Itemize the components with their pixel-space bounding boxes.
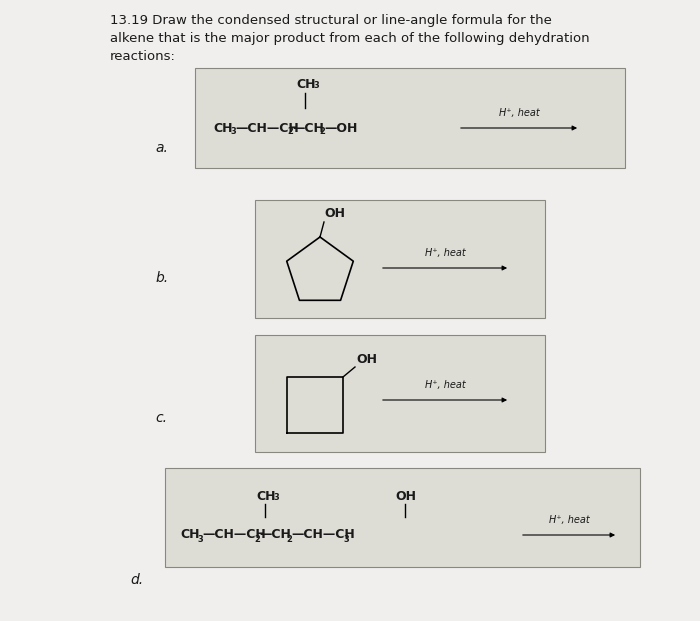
Text: 3: 3 xyxy=(230,127,236,137)
Text: 2: 2 xyxy=(286,535,292,543)
Bar xyxy=(165,468,640,567)
Text: 2: 2 xyxy=(319,127,325,137)
Text: OH: OH xyxy=(324,207,345,220)
Text: H⁺, heat: H⁺, heat xyxy=(498,108,540,118)
Text: 3: 3 xyxy=(197,535,203,543)
Text: —CH: —CH xyxy=(259,528,291,542)
Text: H⁺, heat: H⁺, heat xyxy=(425,380,466,390)
Text: CH: CH xyxy=(213,122,232,135)
Bar xyxy=(195,68,625,168)
Text: 2: 2 xyxy=(254,535,260,543)
Text: —CH—CH: —CH—CH xyxy=(235,122,299,135)
Text: 13.19 Draw the condensed structural or line-angle formula for the: 13.19 Draw the condensed structural or l… xyxy=(110,14,552,27)
Text: 3: 3 xyxy=(343,535,349,543)
Text: H⁺, heat: H⁺, heat xyxy=(549,515,589,525)
Text: OH: OH xyxy=(395,490,416,503)
Text: 3: 3 xyxy=(273,493,279,502)
Text: —CH—CH: —CH—CH xyxy=(291,528,355,542)
Text: H⁺, heat: H⁺, heat xyxy=(425,248,466,258)
Text: reactions:: reactions: xyxy=(110,50,176,63)
Text: a.: a. xyxy=(155,141,168,155)
Text: —OH: —OH xyxy=(324,122,358,135)
Text: OH: OH xyxy=(356,353,377,366)
Text: CH: CH xyxy=(256,490,276,503)
Bar xyxy=(255,200,545,318)
Text: CH: CH xyxy=(296,78,316,91)
Text: 2: 2 xyxy=(287,127,293,137)
Text: —CH: —CH xyxy=(292,122,324,135)
Text: 3: 3 xyxy=(313,81,319,90)
Bar xyxy=(255,335,545,452)
Text: d.: d. xyxy=(130,573,143,587)
Text: CH: CH xyxy=(180,528,200,542)
Text: alkene that is the major product from each of the following dehydration: alkene that is the major product from ea… xyxy=(110,32,589,45)
Text: —CH—CH: —CH—CH xyxy=(202,528,266,542)
Text: b.: b. xyxy=(155,271,168,285)
Text: c.: c. xyxy=(155,411,167,425)
